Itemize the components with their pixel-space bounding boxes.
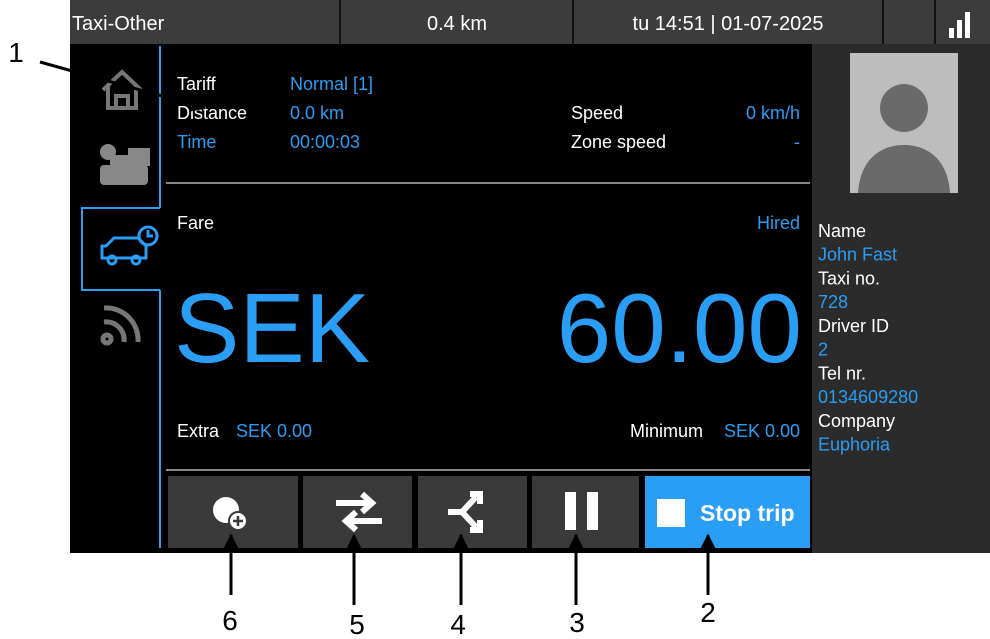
datetime: tu 14:51 | 01-07-2025 — [633, 13, 824, 35]
body: { "status_bar": {"profile": "Taxi-Other"… — [0, 0, 990, 639]
driver-field-value: 2 — [818, 340, 828, 360]
merge-button[interactable] — [418, 476, 527, 548]
extra-label: Extra — [177, 421, 220, 441]
zone-speed-label: Zone speed — [571, 132, 666, 152]
stop-trip-button[interactable]: Stop trip — [645, 476, 810, 548]
stop-trip-label[interactable]: Stop trip — [700, 500, 795, 526]
driver-field-label: Company — [818, 411, 895, 431]
callout-number: 2 — [700, 597, 716, 628]
driver-field-value: 728 — [818, 292, 848, 312]
zone-speed-value: - — [794, 132, 800, 152]
extra-value: SEK 0.00 — [236, 421, 312, 441]
time-value: 00:00:03 — [290, 132, 360, 152]
driver-field-label: Name — [818, 221, 866, 241]
callout-number: 5 — [349, 609, 365, 639]
callout-number: 6 — [222, 605, 238, 636]
switch-button[interactable] — [303, 476, 412, 548]
time-label: Time — [177, 132, 216, 152]
fare-status: Hired — [757, 213, 800, 233]
driver-photo — [850, 53, 958, 193]
status-bar-bg — [70, 0, 990, 44]
speed-value: 0 km/h — [746, 103, 800, 123]
driver-field-value: Euphoria — [818, 435, 891, 455]
distance-label: Distance — [177, 103, 247, 123]
fare-amount: 60.00 — [557, 273, 802, 383]
callout-number: 4 — [450, 609, 466, 639]
speed-label: Speed — [571, 103, 623, 123]
screenshot: Taxi-Other 0.4 km tu 14:51 | 01-07-2025 … — [0, 0, 990, 639]
distance-value: 0.0 km — [290, 103, 344, 123]
profile: Taxi-Other — [72, 13, 165, 35]
tariff-value: Normal [1] — [290, 74, 373, 94]
callout-number: 1 — [8, 37, 24, 68]
minimum-value: SEK 0.00 — [724, 421, 800, 441]
tariff-label: Tariff — [177, 74, 217, 94]
currency: SEK — [174, 273, 370, 383]
driver-field-value: John Fast — [818, 245, 897, 265]
driver-panel: Name John Fast Taxi no. 728 Driver ID 2 Tel nr… — [812, 44, 990, 553]
driver-field-label: Taxi no. — [818, 269, 880, 289]
pause-button[interactable] — [532, 476, 639, 548]
driver-field-label: Tel nr. — [818, 364, 866, 384]
fare-label: Fare — [177, 213, 214, 233]
page: Taxi meter html, body { margin: 0; paddi… — [0, 0, 990, 639]
extra-passenger-button[interactable] — [168, 476, 298, 548]
status-bar: Taxi-Other 0.4 km tu 14:51 | 01-07-2025 — [70, 0, 990, 44]
trip-distance: 0.4 km — [427, 13, 487, 35]
driver-field-value: 0134609280 — [818, 387, 918, 407]
callout-number: 3 — [569, 607, 585, 638]
minimum-label: Minimum — [630, 421, 703, 441]
button-bar: Stop trip — [168, 476, 810, 548]
driver-field-label: Driver ID — [818, 316, 889, 336]
